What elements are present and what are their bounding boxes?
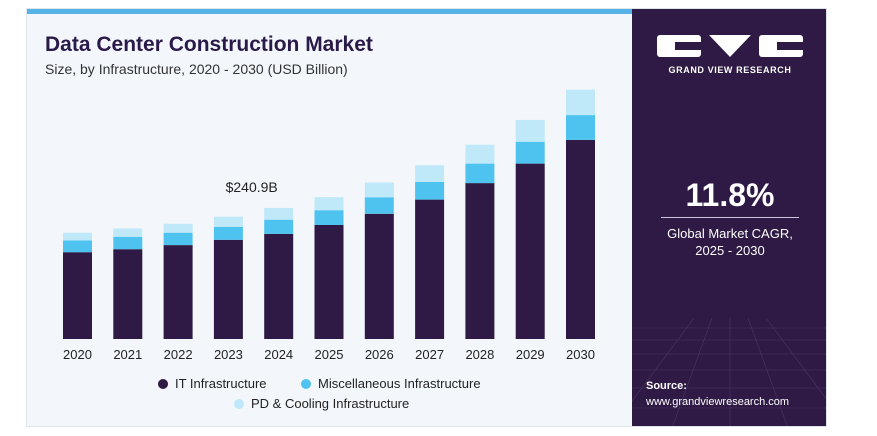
x-tick-label: 2022 xyxy=(164,347,193,362)
accent-bar xyxy=(27,9,632,14)
legend-label-pd: PD & Cooling Infrastructure xyxy=(251,396,410,411)
bar-segment-pd-2027 xyxy=(415,165,445,182)
chart-title: Data Center Construction Market xyxy=(45,33,373,56)
legend-item-pd: PD & Cooling Infrastructure xyxy=(234,396,409,411)
x-tick-label: 2026 xyxy=(365,347,394,362)
bar-segment-it-2023 xyxy=(213,239,243,339)
bar-segment-pd-2030 xyxy=(566,89,595,116)
bar-segment-misc-2029 xyxy=(515,141,545,164)
bar-segment-misc-2026 xyxy=(364,197,394,214)
cagr-label-line2: 2025 - 2030 xyxy=(695,243,765,258)
decorative-grid xyxy=(632,318,826,426)
bar-segment-misc-2025 xyxy=(314,210,344,225)
cagr-value: 11.8% xyxy=(685,177,775,213)
legend-label-misc: Miscellaneous Infrastructure xyxy=(318,376,481,391)
bar-segment-misc-2022 xyxy=(163,232,193,246)
side-panel: GRAND VIEW RESEARCH 11.8% Global Market … xyxy=(632,9,826,426)
cagr-label: Global Market CAGR, 2025 - 2030 xyxy=(632,225,826,259)
bar-segment-it-2025 xyxy=(314,225,344,339)
legend-swatch-misc xyxy=(301,378,311,389)
legend-item-it: IT Infrastructure xyxy=(158,376,267,391)
x-tick-label: 2027 xyxy=(415,347,444,362)
bar-segment-pd-2024 xyxy=(264,207,294,220)
source-label: Source: xyxy=(646,380,687,392)
value-annotation: $240.9B xyxy=(226,179,278,195)
bar-segment-pd-2022 xyxy=(163,223,193,233)
bar-segment-it-2020 xyxy=(63,252,92,339)
bar-segment-pd-2028 xyxy=(465,144,495,164)
legend-swatch-it xyxy=(158,378,168,389)
legend-item-misc: Miscellaneous Infrastructure xyxy=(301,376,481,391)
infographic-card: Data Center Construction Market Size, by… xyxy=(26,8,827,427)
bar-segment-it-2021 xyxy=(113,249,143,339)
x-tick-label: 2025 xyxy=(315,347,344,362)
x-tick-label: 2029 xyxy=(516,347,545,362)
x-tick-label: 2028 xyxy=(465,347,494,362)
bar-segment-misc-2028 xyxy=(465,163,495,184)
bar-segment-it-2024 xyxy=(264,233,294,339)
x-tick-label: 2030 xyxy=(566,347,595,362)
brand-name: GRAND VIEW RESEARCH xyxy=(668,65,792,75)
bar-segment-pd-2023 xyxy=(213,216,243,227)
bar-segment-it-2029 xyxy=(515,163,545,339)
bar-segment-misc-2023 xyxy=(213,226,243,240)
bar-segment-it-2028 xyxy=(465,183,495,339)
bar-segment-pd-2021 xyxy=(113,228,143,237)
bar-segment-it-2030 xyxy=(566,139,595,339)
chart-subtitle: Size, by Infrastructure, 2020 - 2030 (US… xyxy=(45,61,348,77)
grand-view-research-logo xyxy=(657,35,803,57)
bar-segment-it-2026 xyxy=(364,213,394,339)
stacked-bar-chart: 2020 2021 2022 2023 2024 2025 2026 2027 2028 2029… xyxy=(63,89,595,362)
bar-segment-pd-2025 xyxy=(314,197,344,211)
bar-segment-misc-2024 xyxy=(264,219,294,234)
cagr-divider xyxy=(661,217,799,218)
legend-swatch-pd xyxy=(234,398,244,409)
x-tick-label: 2023 xyxy=(214,347,243,362)
bar-segment-pd-2026 xyxy=(364,182,394,198)
source-url: www.grandviewresearch.com xyxy=(646,396,790,408)
bar-segment-it-2022 xyxy=(163,245,193,339)
bar-segment-misc-2020 xyxy=(63,240,92,253)
bar-segment-misc-2027 xyxy=(415,181,445,200)
bar-segment-it-2027 xyxy=(415,199,445,339)
x-tick-label: 2024 xyxy=(264,347,293,362)
x-tick-label: 2021 xyxy=(113,347,142,362)
bar-segment-pd-2029 xyxy=(515,119,545,142)
cagr-label-line1: Global Market CAGR, xyxy=(667,226,793,241)
x-tick-label: 2020 xyxy=(63,347,92,362)
legend-label-it: IT Infrastructure xyxy=(175,376,267,391)
bar-segment-misc-2021 xyxy=(113,236,143,250)
bar-segment-misc-2030 xyxy=(566,115,595,140)
bar-segment-pd-2020 xyxy=(63,232,92,241)
